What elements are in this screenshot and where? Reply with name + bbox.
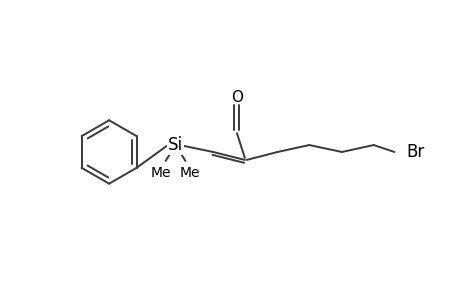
Text: O: O xyxy=(230,90,242,105)
Text: Si: Si xyxy=(168,136,183,154)
Text: Me: Me xyxy=(150,166,171,180)
Text: Me: Me xyxy=(180,166,200,180)
Text: Br: Br xyxy=(405,143,424,161)
